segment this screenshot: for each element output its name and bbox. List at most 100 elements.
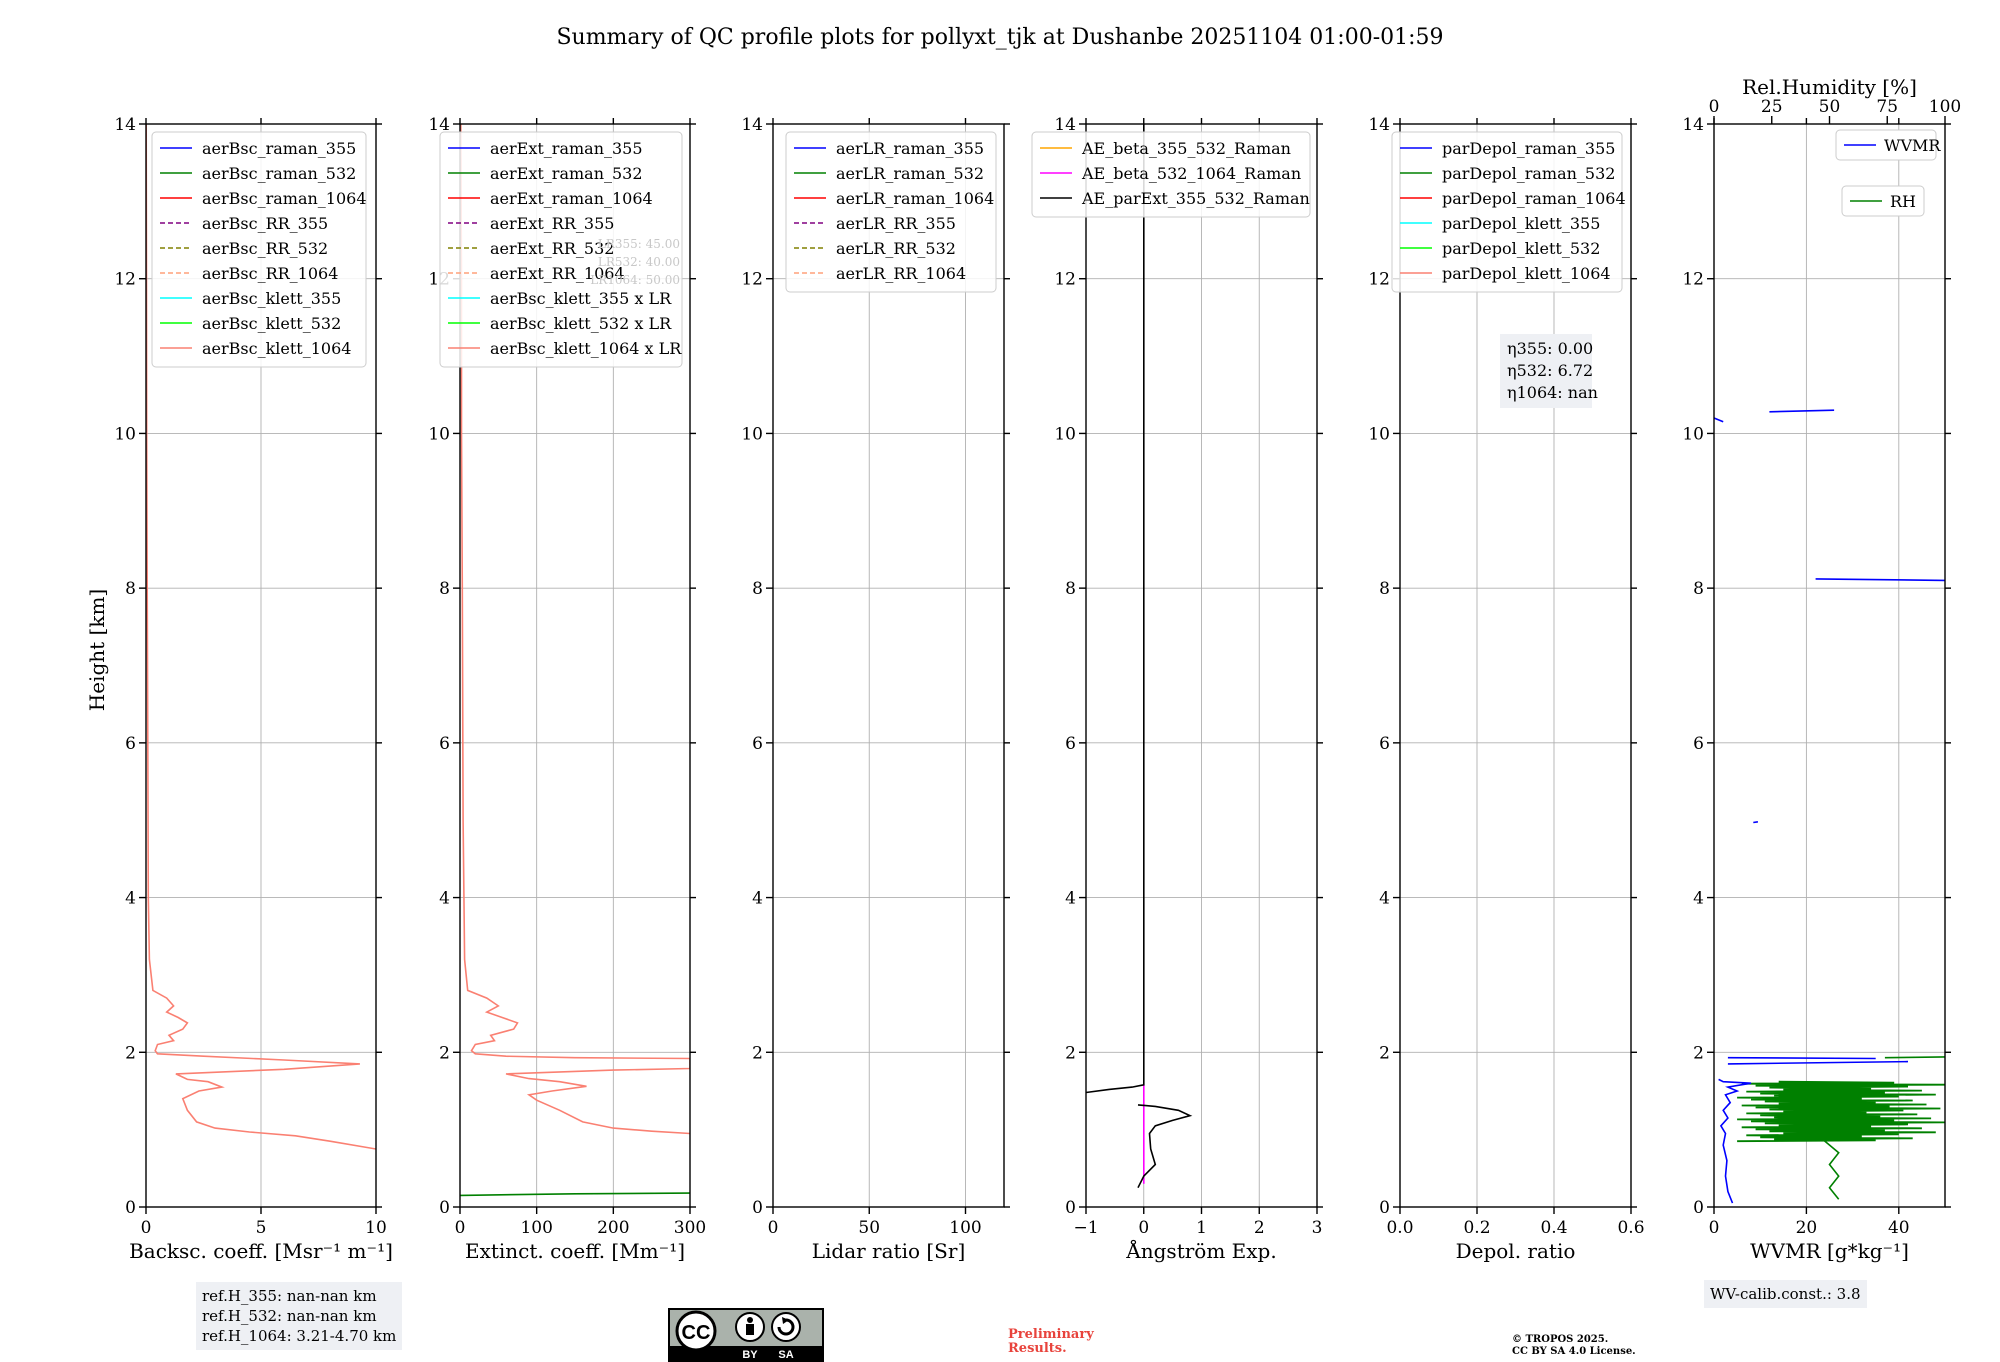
legend-entry: parDepol_raman_355 bbox=[1442, 139, 1615, 158]
legend-entry: aerBsc_RR_355 bbox=[202, 214, 328, 233]
series-AE_parExt_355_532_Raman bbox=[1086, 124, 1145, 1094]
ytick-label: 2 bbox=[439, 1043, 450, 1063]
lr-note: LR355: 45.00 bbox=[598, 237, 680, 251]
top-xtick-label: 25 bbox=[1761, 97, 1783, 117]
legend-entry: aerBsc_RR_532 bbox=[202, 239, 328, 258]
xtick-label: 0 bbox=[141, 1218, 152, 1238]
xtick-label: 50 bbox=[858, 1218, 880, 1238]
ytick-label: 2 bbox=[752, 1043, 763, 1063]
series-aerBsc_klett_1064 bbox=[146, 124, 376, 1150]
legend-entry: aerExt_RR_355 bbox=[490, 214, 614, 233]
legend-entry: parDepol_klett_1064 bbox=[1442, 264, 1611, 283]
ytick-label: 6 bbox=[439, 734, 450, 754]
series-WVMR bbox=[1815, 578, 1945, 582]
plot-frame bbox=[1399, 123, 1632, 1208]
ytick-label: 14 bbox=[1054, 115, 1076, 135]
xtick-label: 40 bbox=[1888, 1218, 1910, 1238]
ytick-label: 2 bbox=[1065, 1043, 1076, 1063]
legend-entry: aerBsc_raman_1064 bbox=[202, 189, 367, 208]
legend-entry: aerBsc_klett_532 x LR bbox=[490, 314, 672, 333]
x-axis-label: Backsc. coeff. [Msr⁻¹ m⁻¹] bbox=[129, 1239, 393, 1263]
ytick-label: 10 bbox=[1682, 424, 1704, 444]
figure-title: Summary of QC profile plots for pollyxt_… bbox=[556, 25, 1443, 50]
plot-frame bbox=[1713, 123, 1946, 1208]
legend-entry: aerBsc_klett_355 x LR bbox=[490, 289, 672, 308]
legend: AE_beta_355_532_Raman AE_beta_532_1064_Ra… bbox=[1031, 131, 1311, 218]
xtick-label: 3 bbox=[1312, 1218, 1323, 1238]
legend-entry: aerLR_raman_355 bbox=[836, 139, 984, 158]
ytick-label: 8 bbox=[1065, 579, 1076, 599]
legend-entry: aerBsc_klett_1064 x LR bbox=[490, 339, 682, 358]
top-xtick-label: 0 bbox=[1709, 97, 1720, 117]
ytick-label: 14 bbox=[1682, 115, 1704, 135]
cc-by-sa-badge: CC BY SA bbox=[668, 1308, 824, 1362]
ytick-label: 6 bbox=[1065, 734, 1076, 754]
legend-entry: aerLR_raman_1064 bbox=[836, 189, 994, 208]
wv-calib-const: WV-calib.const.: 3.8 bbox=[1710, 1285, 1861, 1303]
ytick-label: 14 bbox=[428, 115, 450, 135]
x-axis-label: WVMR [g*kg⁻¹] bbox=[1750, 1239, 1909, 1263]
legend-box bbox=[439, 131, 683, 368]
xtick-label: 0.0 bbox=[1386, 1218, 1413, 1238]
legend-entry: WVMR bbox=[1884, 136, 1941, 155]
ytick-label: 8 bbox=[125, 579, 136, 599]
legend-box bbox=[1031, 131, 1311, 218]
xtick-label: 5 bbox=[256, 1218, 267, 1238]
ytick-label: 12 bbox=[1368, 270, 1390, 290]
legend-entry: aerBsc_klett_1064 bbox=[202, 339, 351, 358]
legend-box bbox=[785, 131, 997, 293]
eta-entry: η1064: nan bbox=[1507, 383, 1598, 402]
legend-entry: aerBsc_klett_355 bbox=[202, 289, 341, 308]
ytick-label: 6 bbox=[1379, 734, 1390, 754]
ref-h-355: ref.H_355: nan-nan km bbox=[202, 1287, 377, 1305]
ytick-label: 0 bbox=[752, 1198, 763, 1218]
reference-heights-box: ref.H_355: nan-nan km ref.H_532: nan-nan… bbox=[196, 1282, 403, 1350]
ytick-label: 0 bbox=[125, 1198, 136, 1218]
series-RH bbox=[1884, 1056, 1945, 1059]
ytick-label: 0 bbox=[1065, 1198, 1076, 1218]
legend-entry: aerExt_raman_355 bbox=[490, 139, 643, 158]
ytick-label: 10 bbox=[1054, 424, 1076, 444]
legend-entry: AE_beta_532_1064_Raman bbox=[1081, 164, 1301, 183]
legend-entry: aerExt_raman_1064 bbox=[490, 189, 653, 208]
legend-entry: aerBsc_klett_532 bbox=[202, 314, 341, 333]
lr-note: LR1064: 50.00 bbox=[590, 273, 680, 287]
series-group bbox=[146, 124, 376, 1150]
legend-entry: aerBsc_raman_532 bbox=[202, 164, 356, 183]
legend-box bbox=[1391, 131, 1623, 293]
eta-bg bbox=[1500, 334, 1592, 408]
legend-entry: parDepol_klett_355 bbox=[1442, 214, 1600, 233]
legend-entry: RH bbox=[1890, 192, 1916, 211]
series-group bbox=[1086, 124, 1193, 1189]
ytick-label: 4 bbox=[752, 889, 763, 909]
panel-pd: 0 2 4 6 8 10 12 14 0.0 0.2 0.4 0.6 Depol. ratio parDe… bbox=[1368, 115, 1644, 1263]
ytick-label: 6 bbox=[1693, 734, 1704, 754]
series-WVMR bbox=[1769, 409, 1835, 413]
legend-entry: AE_parExt_355_532_Raman bbox=[1081, 189, 1310, 208]
ytick-label: 6 bbox=[125, 734, 136, 754]
legend-entry: aerExt_RR_532 bbox=[490, 239, 614, 258]
preliminary-results-note: Preliminary Results. bbox=[1008, 1327, 1094, 1356]
xtick-label: −1 bbox=[1073, 1218, 1098, 1238]
ytick-label: 4 bbox=[1693, 889, 1704, 909]
ytick-label: 10 bbox=[741, 424, 763, 444]
ytick-label: 8 bbox=[1379, 579, 1390, 599]
ytick-label: 4 bbox=[125, 889, 136, 909]
plot-frame bbox=[459, 123, 691, 1208]
xtick-label: 10 bbox=[365, 1218, 387, 1238]
legend-entry: aerLR_RR_1064 bbox=[836, 264, 966, 283]
series-WVMR bbox=[1753, 821, 1759, 824]
ytick-label: 14 bbox=[1368, 115, 1390, 135]
legend-entry: aerBsc_raman_355 bbox=[202, 139, 356, 158]
xtick-label: 1 bbox=[1196, 1218, 1207, 1238]
plot-frame bbox=[145, 123, 377, 1208]
x-axis-label: Ångström Exp. bbox=[1125, 1238, 1276, 1263]
cc-icon bbox=[675, 1310, 717, 1352]
legend-entry: parDepol_raman_1064 bbox=[1442, 189, 1626, 208]
xtick-label: 0 bbox=[455, 1218, 466, 1238]
xtick-label: 0 bbox=[1138, 1218, 1149, 1238]
